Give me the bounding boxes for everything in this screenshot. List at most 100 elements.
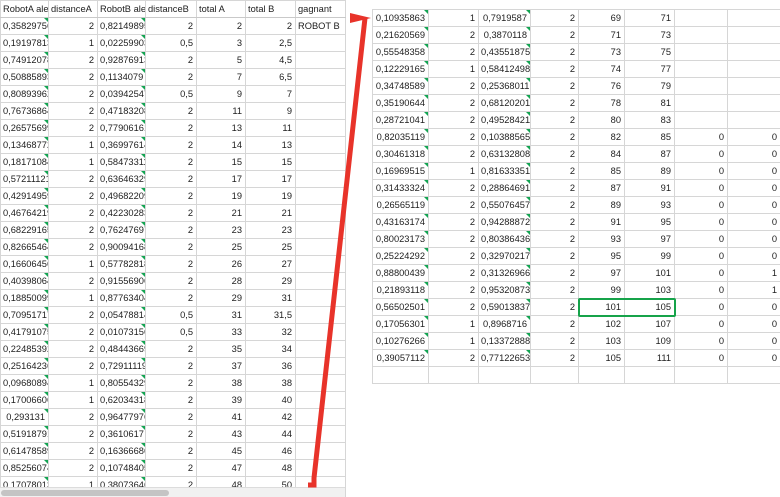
cell-r5-c4[interactable]: 11 — [196, 102, 246, 120]
cell-r9-c1[interactable]: 1 — [428, 162, 479, 180]
table-row[interactable]: 0,28721041 2 0,49528421 2 80 83 — [372, 111, 780, 129]
table-row[interactable]: 0,25164236 2 0,72911119 2 37 36 — [0, 357, 346, 375]
cell-r12-c6[interactable]: 0 — [674, 213, 728, 231]
cell-r9-c3[interactable]: 2 — [530, 162, 579, 180]
cell-r10-c2[interactable]: 0,49682209 — [97, 187, 146, 205]
cell-r21-c4[interactable]: 38 — [196, 374, 246, 392]
cell-r16-c0[interactable]: 0,21893118 — [372, 281, 429, 299]
cell-r12-c4[interactable]: 91 — [578, 213, 625, 231]
cell-r25-c5[interactable]: 46 — [245, 442, 296, 460]
cell-r5-c3[interactable]: 2 — [145, 102, 197, 120]
cell-r15-c7[interactable]: 1 — [727, 264, 780, 282]
cell-r24-c1[interactable]: 2 — [48, 425, 98, 443]
cell-r23-c0[interactable]: 0,293131 — [0, 408, 49, 426]
table-row[interactable]: 0,19197813 1 0,02259903 0,5 3 2,5 — [0, 34, 346, 52]
table-row[interactable]: 0,70951717 2 0,05478814 0,5 31 31,5 — [0, 306, 346, 324]
cell-r12-c4[interactable]: 23 — [196, 221, 246, 239]
cell-r24-c3[interactable]: 2 — [145, 425, 197, 443]
cell-r9-c6[interactable] — [295, 170, 346, 188]
cell-r0-c3[interactable]: 2 — [530, 9, 579, 27]
cell-r18-c1[interactable]: 1 — [428, 315, 479, 333]
cell-r10-c1[interactable]: 2 — [48, 187, 98, 205]
table-row[interactable]: 0,55548358 2 0,43551875 2 73 75 — [372, 43, 780, 61]
cell-r3-c0[interactable]: 0,50885893 — [0, 68, 49, 86]
cell-r6-c6[interactable] — [295, 119, 346, 137]
table-row[interactable]: 0,88800439 2 0,31326966 2 97 101 0 1 — [372, 264, 780, 282]
cell-r9-c6[interactable]: 0 — [674, 162, 728, 180]
cell-r15-c6[interactable]: 0 — [674, 264, 728, 282]
cell-r14-c1[interactable]: 2 — [428, 247, 479, 265]
table-row-empty[interactable] — [372, 366, 780, 384]
cell-r17-c0[interactable]: 0,70951717 — [0, 306, 49, 324]
cell-r6-c2[interactable]: 0,49528421 — [478, 111, 531, 129]
cell-r14-c5[interactable]: 99 — [624, 247, 675, 265]
cell-empty-c2[interactable] — [478, 366, 531, 384]
cell-r19-c1[interactable]: 2 — [48, 340, 98, 358]
cell-r16-c3[interactable]: 2 — [530, 281, 579, 299]
cell-r2-c6[interactable] — [295, 51, 346, 69]
cell-r7-c6[interactable]: 0 — [674, 128, 728, 146]
cell-r17-c4[interactable]: 31 — [196, 306, 246, 324]
cell-r14-c4[interactable]: 26 — [196, 255, 246, 273]
cell-r16-c0[interactable]: 0,18850099 — [0, 289, 49, 307]
cell-r13-c7[interactable]: 0 — [727, 230, 780, 248]
cell-r20-c3[interactable]: 2 — [530, 349, 579, 367]
cell-r7-c6[interactable] — [295, 136, 346, 154]
cell-r6-c0[interactable]: 0,28721041 — [372, 111, 429, 129]
cell-r22-c0[interactable]: 0,17006606 — [0, 391, 49, 409]
cell-r10-c2[interactable]: 0,28864691 — [478, 179, 531, 197]
cell-empty-c1[interactable] — [428, 366, 479, 384]
cell-r6-c2[interactable]: 0,77906161 — [97, 119, 146, 137]
cell-r16-c2[interactable]: 0,95320873 — [478, 281, 531, 299]
cell-r13-c5[interactable]: 25 — [245, 238, 296, 256]
cell-r17-c6[interactable]: 0 — [674, 298, 728, 316]
cell-r11-c3[interactable]: 2 — [145, 204, 197, 222]
cell-r25-c3[interactable]: 2 — [145, 442, 197, 460]
cell-r9-c4[interactable]: 85 — [578, 162, 625, 180]
cell-r16-c2[interactable]: 0,87763404 — [97, 289, 146, 307]
cell-r5-c7[interactable] — [727, 94, 780, 112]
cell-empty-c6[interactable] — [674, 366, 728, 384]
cell-r9-c0[interactable]: 0,57211121 — [0, 170, 49, 188]
cell-r5-c0[interactable]: 0,35190644 — [372, 94, 429, 112]
cell-r2-c1[interactable]: 2 — [48, 51, 98, 69]
cell-r16-c5[interactable]: 103 — [624, 281, 675, 299]
cell-r21-c5[interactable]: 38 — [245, 374, 296, 392]
cell-r11-c0[interactable]: 0,46764219 — [0, 204, 49, 222]
cell-r10-c5[interactable]: 19 — [245, 187, 296, 205]
cell-r19-c0[interactable]: 0,10276266 — [372, 332, 429, 350]
cell-r13-c4[interactable]: 93 — [578, 230, 625, 248]
cell-r3-c6[interactable] — [674, 60, 728, 78]
cell-r4-c5[interactable]: 79 — [624, 77, 675, 95]
table-row[interactable]: 0,43163174 2 0,94288872 2 91 95 0 0 — [372, 213, 780, 231]
table-row[interactable]: 0,82035119 2 0,10388565 2 82 85 0 0 — [372, 128, 780, 146]
cell-r16-c1[interactable]: 2 — [428, 281, 479, 299]
right-sheet-region[interactable]: 0,10935863 1 0,7919587 2 69 71 0,21620569 2 0,38… — [372, 9, 780, 384]
cell-r18-c5[interactable]: 32 — [245, 323, 296, 341]
cell-r4-c4[interactable]: 76 — [578, 77, 625, 95]
cell-r8-c1[interactable]: 2 — [428, 145, 479, 163]
cell-r15-c4[interactable]: 97 — [578, 264, 625, 282]
cell-r17-c1[interactable]: 2 — [428, 298, 479, 316]
table-row[interactable]: 0,26575699 2 0,77906161 2 13 11 — [0, 119, 346, 137]
cell-r14-c0[interactable]: 0,16606456 — [0, 255, 49, 273]
column-header-robota-alea[interactable]: RobotA alea — [0, 0, 49, 18]
cell-r7-c0[interactable]: 0,13468772 — [0, 136, 49, 154]
cell-r7-c3[interactable]: 2 — [530, 128, 579, 146]
cell-r14-c4[interactable]: 95 — [578, 247, 625, 265]
cell-r18-c6[interactable]: 0 — [674, 315, 728, 333]
cell-r16-c7[interactable]: 1 — [727, 281, 780, 299]
cell-r7-c2[interactable]: 0,10388565 — [478, 128, 531, 146]
cell-r7-c2[interactable]: 0,36997614 — [97, 136, 146, 154]
cell-r24-c0[interactable]: 0,51918791 — [0, 425, 49, 443]
cell-r22-c5[interactable]: 40 — [245, 391, 296, 409]
cell-r12-c0[interactable]: 0,43163174 — [372, 213, 429, 231]
cell-r2-c3[interactable]: 2 — [530, 43, 579, 61]
cell-r3-c5[interactable]: 6,5 — [245, 68, 296, 86]
cell-r0-c5[interactable]: 71 — [624, 9, 675, 27]
cell-r23-c6[interactable] — [295, 408, 346, 426]
table-row[interactable]: 0,31433324 2 0,28864691 2 87 91 0 0 — [372, 179, 780, 197]
cell-r1-c4[interactable]: 3 — [196, 34, 246, 52]
cell-r0-c4[interactable]: 2 — [196, 17, 246, 35]
cell-r8-c3[interactable]: 2 — [530, 145, 579, 163]
